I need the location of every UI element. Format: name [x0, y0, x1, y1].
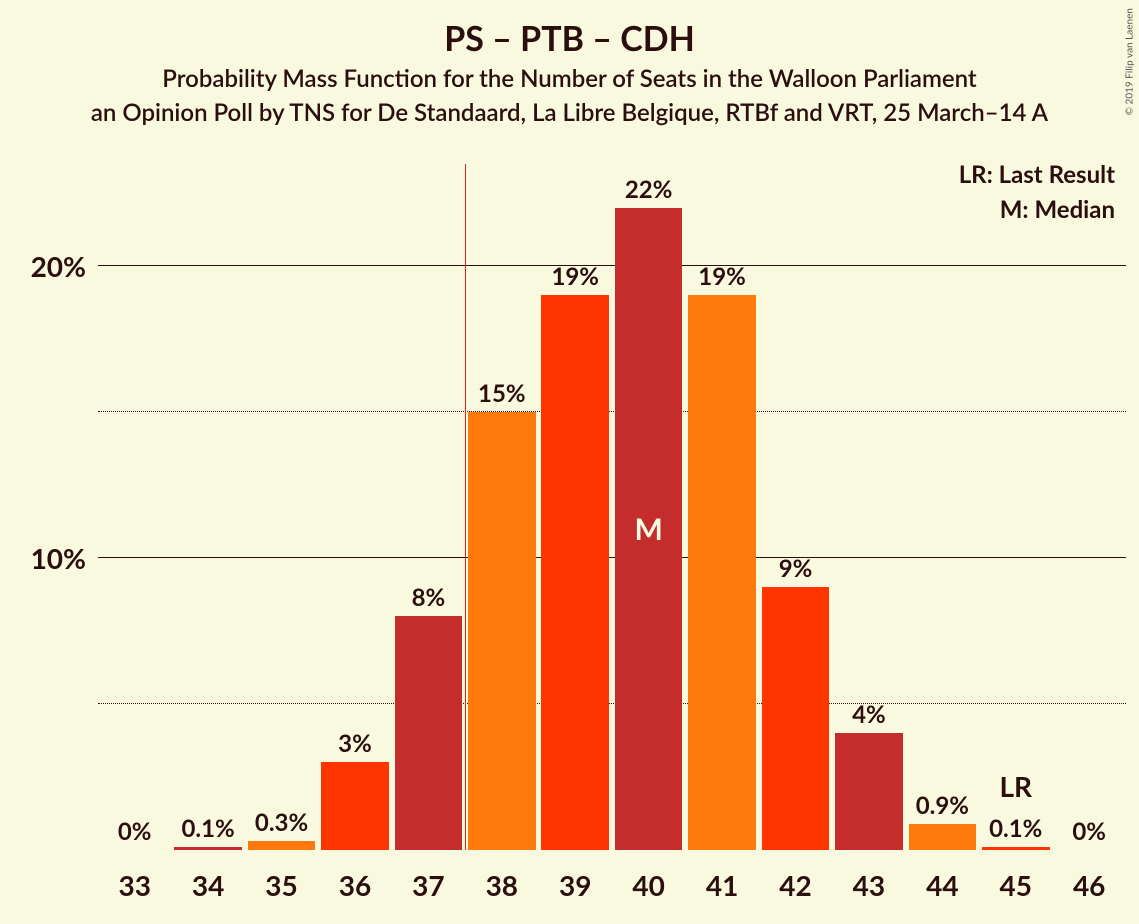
bar-slot: 0%33: [98, 164, 171, 850]
bar-value-label: 19%: [551, 262, 599, 295]
xtick-label: 42: [779, 850, 811, 902]
bar-slot: 0%46: [1052, 164, 1125, 850]
bar-value-label: 3%: [338, 729, 372, 762]
xtick-label: 43: [853, 850, 885, 902]
chart-subtitle-1: Probability Mass Function for the Number…: [0, 64, 1139, 93]
xtick-label: 45: [1000, 850, 1032, 902]
plot-area: 10%20%0%330.1%340.3%353%368%3715%3819%39…: [98, 164, 1126, 850]
bar-value-label: 4%: [852, 700, 886, 733]
bar: 9%: [762, 587, 830, 850]
xtick-label: 40: [632, 850, 664, 902]
xtick-label: 39: [559, 850, 591, 902]
bar-slot: 8%37: [392, 164, 465, 850]
bar-value-label: 9%: [779, 554, 813, 587]
bar-slot: 19%41: [685, 164, 758, 850]
bar-slot: 19%39: [539, 164, 612, 850]
bar-value-label: 15%: [478, 379, 526, 412]
xtick-label: 34: [192, 850, 224, 902]
chart-subtitle-2: an Opinion Poll by TNS for De Standaard,…: [0, 98, 1139, 127]
bar-value-label: 0.3%: [255, 808, 308, 841]
bars-row: 0%330.1%340.3%353%368%3715%3819%3922%M40…: [98, 164, 1126, 850]
bar-slot: 3%36: [318, 164, 391, 850]
bar-slot: 15%38: [465, 164, 538, 850]
xtick-label: 37: [412, 850, 444, 902]
bar: 0.9%: [909, 824, 977, 850]
legend-item: LR: Last Result: [959, 160, 1115, 189]
legend: LR: Last Result M: Median: [959, 160, 1115, 230]
bar: 4%: [835, 733, 903, 850]
xtick-label: 46: [1073, 850, 1105, 902]
bar: 19%: [688, 295, 756, 850]
bar-slot: 22%M40: [612, 164, 685, 850]
copyright-text: © 2019 Filip van Laenen: [1123, 8, 1135, 115]
bar-value-label: 0%: [1072, 817, 1106, 850]
ytick-label: 10%: [31, 541, 98, 575]
bar: 15%: [468, 412, 536, 850]
xtick-label: 35: [265, 850, 297, 902]
median-marker: M: [634, 511, 662, 547]
xtick-label: 36: [339, 850, 371, 902]
chart-title: PS – PTB – CDH: [0, 18, 1139, 59]
bar-value-label: 8%: [412, 583, 446, 616]
bar-value-label: 0.9%: [916, 791, 969, 824]
bar: 3%: [321, 762, 389, 850]
bar-value-label: 19%: [698, 262, 746, 295]
bar-slot: 0.3%35: [245, 164, 318, 850]
bar: 0.3%: [248, 841, 316, 850]
ytick-label: 20%: [31, 249, 98, 283]
bar-value-label: 0.1%: [182, 814, 235, 847]
bar-slot: 0.1%34: [171, 164, 244, 850]
bar-value-label: 22%: [625, 175, 673, 208]
xtick-label: 41: [706, 850, 738, 902]
xtick-label: 38: [486, 850, 518, 902]
bar-value-label: 0%: [118, 817, 152, 850]
bar-slot: 9%42: [759, 164, 832, 850]
chart-container: PS – PTB – CDH Probability Mass Function…: [0, 0, 1139, 924]
bar: 8%: [395, 616, 463, 850]
last-result-label: LR: [999, 769, 1032, 803]
bar-value-label: 0.1%: [989, 814, 1042, 847]
xtick-label: 33: [118, 850, 150, 902]
xtick-label: 44: [926, 850, 958, 902]
bar: 19%: [541, 295, 609, 850]
legend-item: M: Median: [959, 195, 1115, 224]
bar-slot: LR0.1%45: [979, 164, 1052, 850]
bar-slot: 0.9%44: [906, 164, 979, 850]
bar: 22%M: [615, 208, 683, 850]
bar-slot: 4%43: [832, 164, 905, 850]
